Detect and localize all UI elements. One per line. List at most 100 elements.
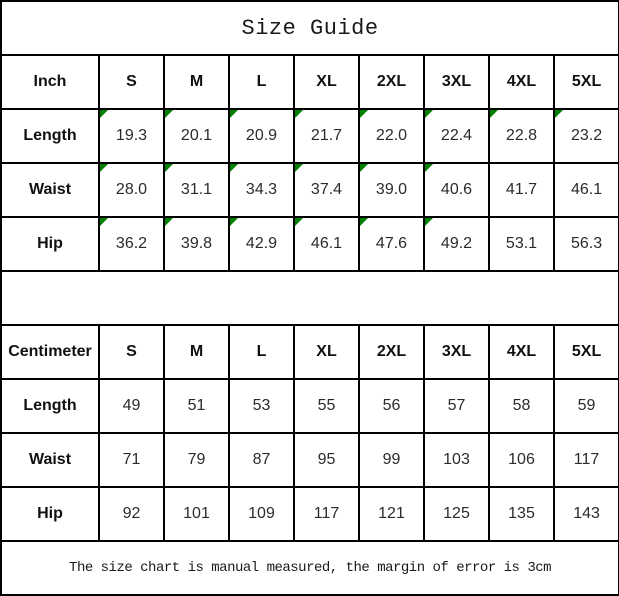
- value-cell: 101: [163, 486, 230, 542]
- size-header-cell: 2XL: [358, 54, 425, 110]
- value-cell: 41.7: [488, 162, 555, 218]
- cell-corner-flag-icon: [426, 111, 433, 118]
- size-header-cell: XL: [293, 324, 360, 380]
- spacer-section: [0, 270, 619, 326]
- measurement-row: Length 49 51 53 55 56 57 58 59: [0, 378, 619, 434]
- size-header-cell: 5XL: [552, 324, 619, 380]
- value-cell: 23.2: [552, 108, 619, 164]
- measurement-row: Waist 71 79 87 95 99 103 106 117: [0, 432, 619, 488]
- spacer-row: [0, 270, 619, 326]
- size-header-cell: 4XL: [488, 324, 555, 380]
- footer-note: The size chart is manual measured, the m…: [0, 540, 619, 596]
- cell-corner-flag-icon: [361, 219, 368, 226]
- value-cell: 135: [488, 486, 555, 542]
- footer-row: The size chart is manual measured, the m…: [0, 540, 619, 596]
- cell-corner-flag-icon: [296, 111, 303, 118]
- value-cell: 106: [488, 432, 555, 488]
- value-cell: 31.1: [163, 162, 230, 218]
- size-header-cell: M: [163, 324, 230, 380]
- cell-corner-flag-icon: [101, 219, 108, 226]
- value-cell: 55: [293, 378, 360, 434]
- row-label-cell: Waist: [0, 162, 100, 218]
- value-cell: 92: [98, 486, 165, 542]
- value-cell: 36.2: [98, 216, 165, 272]
- size-header-cell: 5XL: [552, 54, 619, 110]
- value-cell: 59: [552, 378, 619, 434]
- value-cell: 39.8: [163, 216, 230, 272]
- value-cell: 20.1: [163, 108, 230, 164]
- value-cell: 46.1: [552, 162, 619, 218]
- cell-corner-flag-icon: [101, 111, 108, 118]
- size-header-cell: 4XL: [488, 54, 555, 110]
- value-cell: 49.2: [423, 216, 490, 272]
- cell-corner-flag-icon: [426, 165, 433, 172]
- cell-corner-flag-icon: [231, 111, 238, 118]
- value-cell: 47.6: [358, 216, 425, 272]
- row-label-cell: Hip: [0, 486, 100, 542]
- size-header-cell: M: [163, 54, 230, 110]
- value-cell: 21.7: [293, 108, 360, 164]
- size-header-row: Centimeter S M L XL 2XL 3XL 4XL 5XL: [0, 324, 619, 380]
- cell-corner-flag-icon: [166, 165, 173, 172]
- value-cell: 71: [98, 432, 165, 488]
- value-cell: 58: [488, 378, 555, 434]
- cell-corner-flag-icon: [231, 165, 238, 172]
- value-cell: 79: [163, 432, 230, 488]
- value-cell: 20.9: [228, 108, 295, 164]
- value-cell: 117: [293, 486, 360, 542]
- size-header-cell: L: [228, 54, 295, 110]
- value-cell: 117: [552, 432, 619, 488]
- value-cell: 103: [423, 432, 490, 488]
- size-header-cell: L: [228, 324, 295, 380]
- size-header-cell: 2XL: [358, 324, 425, 380]
- value-cell: 109: [228, 486, 295, 542]
- value-cell: 87: [228, 432, 295, 488]
- measurement-row: Length 19.3 20.1 20.9 21.7 22.0 22.4 22.8 23.2: [0, 108, 619, 164]
- unit-label: Inch: [0, 54, 100, 110]
- value-cell: 99: [358, 432, 425, 488]
- size-header-cell: S: [98, 324, 165, 380]
- unit-label: Centimeter: [0, 324, 100, 380]
- value-cell: 143: [552, 486, 619, 542]
- value-cell: 56: [358, 378, 425, 434]
- value-cell: 40.6: [423, 162, 490, 218]
- title-section: Size Guide: [0, 0, 619, 56]
- value-cell: 22.0: [358, 108, 425, 164]
- cell-corner-flag-icon: [426, 219, 433, 226]
- size-header-cell: S: [98, 54, 165, 110]
- cm-table-section: Centimeter S M L XL 2XL 3XL 4XL 5XL Length 49 51 53 5…: [0, 324, 619, 542]
- value-cell: 28.0: [98, 162, 165, 218]
- value-cell: 39.0: [358, 162, 425, 218]
- cell-corner-flag-icon: [361, 111, 368, 118]
- cell-corner-flag-icon: [101, 165, 108, 172]
- footer-section: The size chart is manual measured, the m…: [0, 540, 619, 596]
- cell-corner-flag-icon: [166, 219, 173, 226]
- cell-corner-flag-icon: [491, 111, 498, 118]
- value-cell: 46.1: [293, 216, 360, 272]
- value-cell: 125: [423, 486, 490, 542]
- size-header-cell: XL: [293, 54, 360, 110]
- size-header-cell: 3XL: [423, 324, 490, 380]
- value-cell: 34.3: [228, 162, 295, 218]
- cell-corner-flag-icon: [296, 165, 303, 172]
- cell-corner-flag-icon: [166, 111, 173, 118]
- inch-table-section: Inch S M L XL 2XL 3XL 4XL 5XL Length 19.3 20.1 20.9 2…: [0, 54, 619, 272]
- cell-corner-flag-icon: [296, 219, 303, 226]
- size-header-row: Inch S M L XL 2XL 3XL 4XL 5XL: [0, 54, 619, 110]
- value-cell: 37.4: [293, 162, 360, 218]
- value-cell: 22.4: [423, 108, 490, 164]
- value-cell: 53.1: [488, 216, 555, 272]
- value-cell: 95: [293, 432, 360, 488]
- row-label-cell: Waist: [0, 432, 100, 488]
- value-cell: 42.9: [228, 216, 295, 272]
- measurement-row: Waist 28.0 31.1 34.3 37.4 39.0 40.6 41.7 46.1: [0, 162, 619, 218]
- cell-corner-flag-icon: [361, 165, 368, 172]
- page-title: Size Guide: [0, 0, 619, 56]
- value-cell: 22.8: [488, 108, 555, 164]
- cell-corner-flag-icon: [231, 219, 238, 226]
- value-cell: 51: [163, 378, 230, 434]
- value-cell: 56.3: [552, 216, 619, 272]
- measurement-row: Hip 92 101 109 117 121 125 135 143: [0, 486, 619, 542]
